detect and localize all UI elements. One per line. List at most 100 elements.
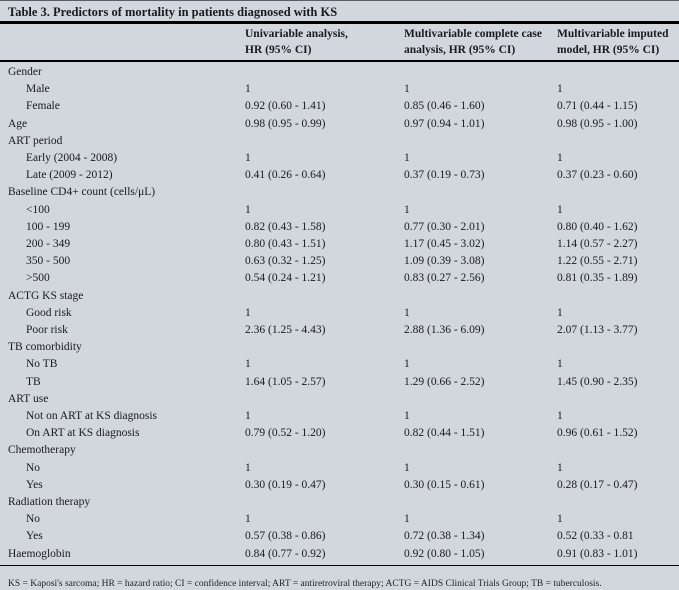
hr-value-cell xyxy=(557,64,679,81)
hr-value-cell: 2.36 (1.25 - 4.43) xyxy=(245,324,326,337)
hr-value-cell: 1 xyxy=(557,306,563,319)
hr-value-cell: 0.63 (0.32 - 1.25) xyxy=(245,255,326,268)
column-header-line: HR (95% CI) xyxy=(245,43,312,56)
hr-value-cell: 1 xyxy=(404,83,410,96)
hr-value-cell: 0.77 (0.30 - 2.01) xyxy=(404,220,485,233)
column-header-line: analysis, HR (95% CI) xyxy=(404,43,516,56)
group-header-row: ACTG KS stage xyxy=(0,288,679,305)
hr-value-cell: 0.54 (0.24 - 1.21) xyxy=(245,272,326,285)
hr-value-cell xyxy=(404,133,557,150)
table-row: No 1 1 1 xyxy=(0,460,679,477)
hr-value-cell xyxy=(404,494,557,511)
hr-value-cell xyxy=(557,133,679,150)
hr-value-cell: 1 xyxy=(245,152,251,165)
table-row: TB 1.64 (1.05 - 2.57) 1.29 (0.66 - 2.52) 1.… xyxy=(0,374,679,391)
hr-value-cell: 1.09 (0.39 - 3.08) xyxy=(404,255,485,268)
hr-value-cell: 0.80 (0.43 - 1.51) xyxy=(245,238,326,251)
hr-value-cell: 1 xyxy=(245,358,251,371)
title-rule xyxy=(0,21,679,24)
hr-value-cell xyxy=(245,339,404,356)
hr-value-cell xyxy=(557,494,679,511)
group-header-row: ART use xyxy=(0,391,679,408)
table-row: Haemoglobin 0.84 (0.77 - 0.92) 0.92 (0.80 … xyxy=(0,546,679,563)
hr-value-cell: 1 xyxy=(404,358,410,371)
hr-value-cell: 0.80 (0.40 - 1.62) xyxy=(557,220,638,233)
hr-value-cell xyxy=(245,64,404,81)
row-label: Male xyxy=(26,83,50,96)
table-body: Gender Male 1 1 1 Female 0.92 (0.60 - 1.41) 0.8… xyxy=(0,62,679,563)
hr-value-cell: 1 xyxy=(404,203,410,216)
hr-value-cell: 0.96 (0.61 - 1.52) xyxy=(557,427,638,440)
table-row: Poor risk 2.36 (1.25 - 4.43) 2.88 (1.36 - … xyxy=(0,322,679,339)
hr-value-cell: 0.30 (0.15 - 0.61) xyxy=(404,478,485,491)
hr-value-cell: 1 xyxy=(404,461,410,474)
hr-value-cell: 0.91 (0.83 - 1.01) xyxy=(557,547,638,560)
table-row: Late (2009 - 2012) 0.41 (0.26 - 0.64) 0.37… xyxy=(0,167,679,184)
row-label: Female xyxy=(26,100,60,113)
row-label: Early (2004 - 2008) xyxy=(26,152,118,165)
table-row: Age 0.98 (0.95 - 0.99) 0.97 (0.94 - 1.01) 0… xyxy=(0,116,679,133)
hr-value-cell: 0.82 (0.44 - 1.51) xyxy=(404,427,485,440)
hr-value-cell xyxy=(404,184,557,201)
hr-value-cell xyxy=(557,288,679,305)
hr-value-cell: 0.82 (0.43 - 1.58) xyxy=(245,220,326,233)
hr-value-cell: 0.30 (0.19 - 0.47) xyxy=(245,478,326,491)
row-label: >500 xyxy=(26,272,50,285)
hr-value-cell: 0.79 (0.52 - 1.20) xyxy=(245,427,326,440)
hr-value-cell: 0.71 (0.44 - 1.15) xyxy=(557,100,638,113)
column-header-multivariable-complete-case: Multivariable complete case analysis, HR… xyxy=(404,27,557,58)
hr-value-cell: 0.52 (0.33 - 0.81 xyxy=(557,530,634,543)
table-header-row: Univariable analysis, HR (95% CI) Multiv… xyxy=(0,24,679,62)
table-row: Early (2004 - 2008) 1 1 1 xyxy=(0,150,679,167)
hr-value-cell xyxy=(245,442,404,459)
hr-value-cell: 1 xyxy=(245,203,251,216)
hr-value-cell xyxy=(557,184,679,201)
hr-value-cell: 1 xyxy=(245,513,251,526)
hr-value-cell xyxy=(245,184,404,201)
hr-value-cell: 1 xyxy=(557,152,563,165)
row-label: Late (2009 - 2012) xyxy=(26,169,113,182)
hr-value-cell: 0.37 (0.23 - 0.60) xyxy=(557,169,638,182)
table-row: >500 0.54 (0.24 - 1.21) 0.83 (0.27 - 2.56)… xyxy=(0,270,679,287)
hr-value-cell: 1 xyxy=(245,306,251,319)
row-label: Good risk xyxy=(26,306,72,319)
table-row: 350 - 500 0.63 (0.32 - 1.25) 1.09 (0.39 - … xyxy=(0,253,679,270)
hr-value-cell xyxy=(404,391,557,408)
hr-value-cell: 1.64 (1.05 - 2.57) xyxy=(245,375,326,388)
hr-value-cell: 1 xyxy=(245,461,251,474)
hr-value-cell: 0.92 (0.60 - 1.41) xyxy=(245,100,326,113)
hr-value-cell xyxy=(245,133,404,150)
column-header-multivariable-imputed: Multivariable imputed model, HR (95% CI) xyxy=(557,27,679,58)
table-row: Not on ART at KS diagnosis 1 1 1 xyxy=(0,408,679,425)
hr-value-cell: 0.37 (0.19 - 0.73) xyxy=(404,169,485,182)
hr-value-cell xyxy=(404,442,557,459)
hr-value-cell: 0.84 (0.77 - 0.92) xyxy=(245,547,326,560)
hr-value-cell xyxy=(404,288,557,305)
table-row: On ART at KS diagnosis 0.79 (0.52 - 1.20)… xyxy=(0,425,679,442)
table-row: No TB 1 1 1 xyxy=(0,356,679,373)
row-label: Age xyxy=(8,117,28,130)
table-row: 200 - 349 0.80 (0.43 - 1.51) 1.17 (0.45 - … xyxy=(0,236,679,253)
hr-value-cell: 1.29 (0.66 - 2.52) xyxy=(404,375,485,388)
row-label: Not on ART at KS diagnosis xyxy=(26,410,158,423)
hr-value-cell: 1 xyxy=(557,83,563,96)
hr-value-cell: 0.85 (0.46 - 1.60) xyxy=(404,100,485,113)
hr-value-cell: 1.45 (0.90 - 2.35) xyxy=(557,375,638,388)
row-label: Baseline CD4+ count (cells/μL) xyxy=(8,186,156,199)
table-row: <100 1 1 1 xyxy=(0,202,679,219)
hr-value-cell xyxy=(245,391,404,408)
column-header-line: Multivariable complete case xyxy=(404,28,542,40)
hr-value-cell: 1 xyxy=(404,306,410,319)
hr-value-cell xyxy=(245,288,404,305)
table-row: Yes 0.30 (0.19 - 0.47) 0.30 (0.15 - 0.61) 0… xyxy=(0,477,679,494)
table-row: Yes 0.57 (0.38 - 0.86) 0.72 (0.38 - 1.34) 0… xyxy=(0,528,679,545)
column-header-line: Univariable analysis, xyxy=(245,28,348,40)
row-label: <100 xyxy=(26,203,50,216)
hr-value-cell: 0.98 (0.95 - 0.99) xyxy=(245,117,326,130)
row-label: No TB xyxy=(26,358,58,371)
row-label: ACTG KS stage xyxy=(8,289,84,302)
hr-value-cell: 0.28 (0.17 - 0.47) xyxy=(557,478,638,491)
row-label: Poor risk xyxy=(26,324,68,337)
row-label: TB xyxy=(26,375,41,388)
hr-value-cell: 1 xyxy=(404,513,410,526)
